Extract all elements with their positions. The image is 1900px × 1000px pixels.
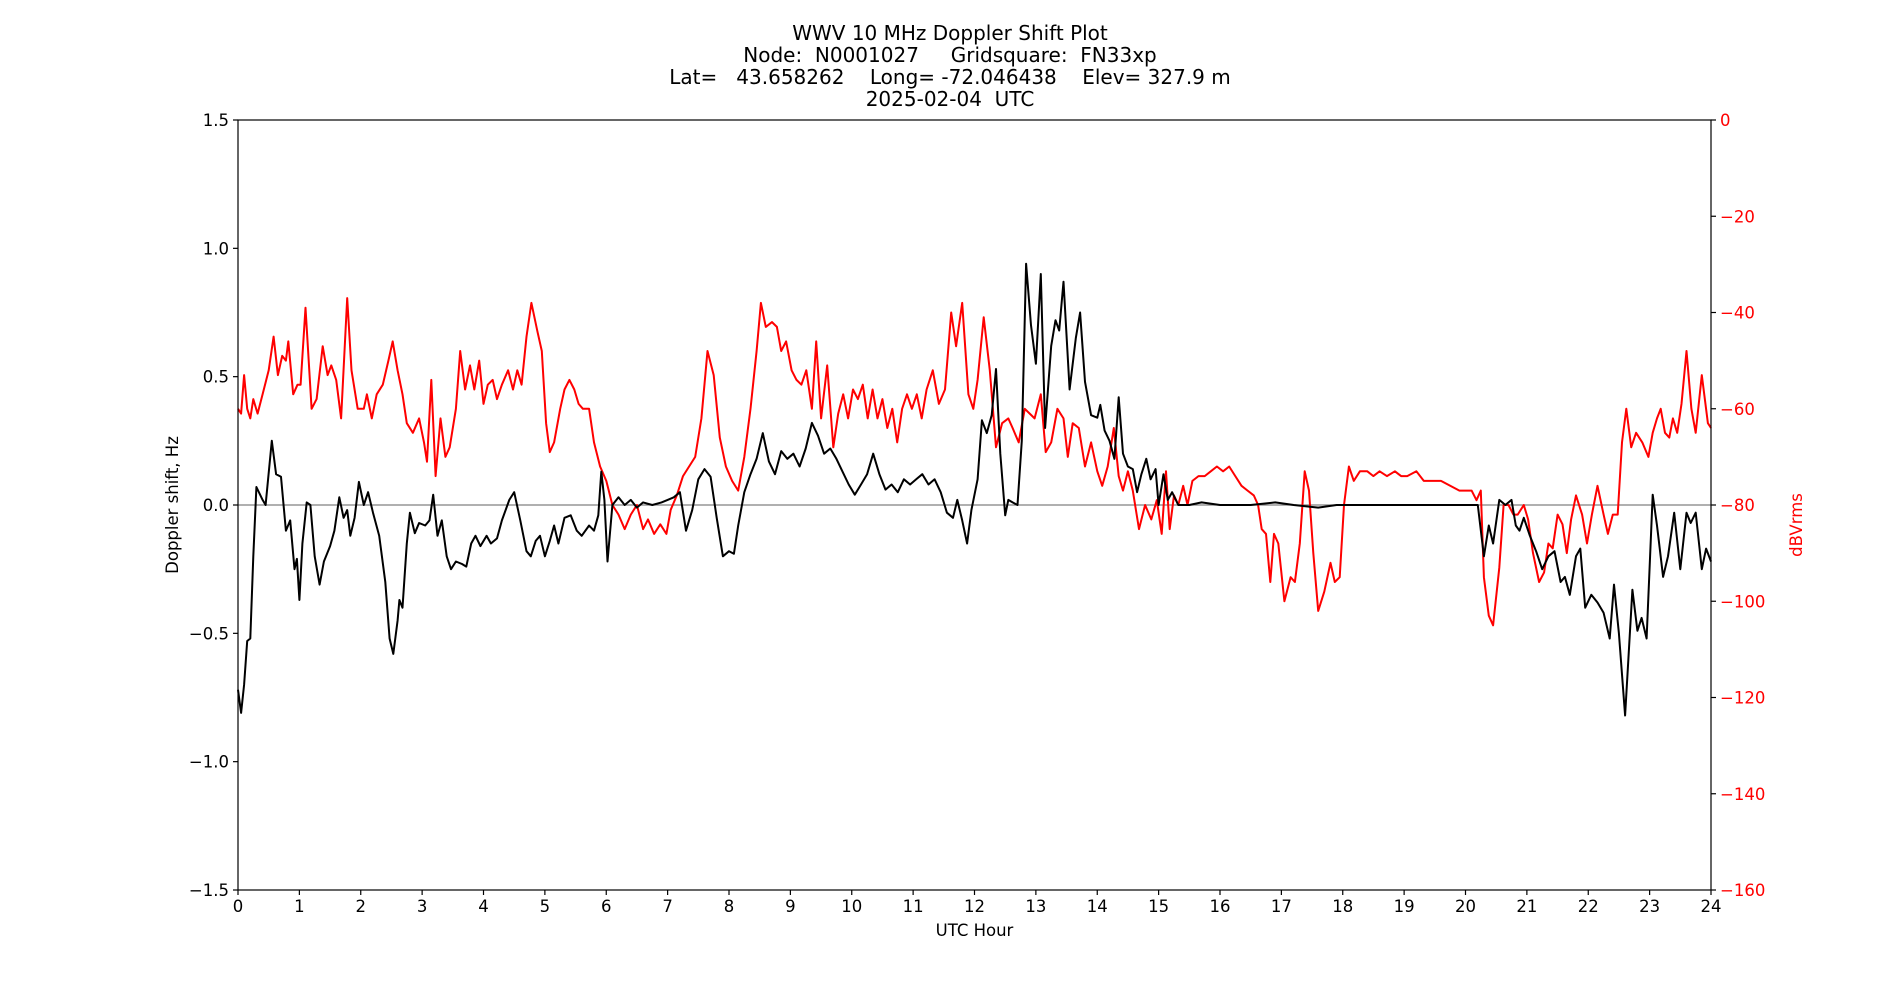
y-tick-label: −1.0 <box>189 753 229 772</box>
y2-tick-label: −140 <box>1720 785 1765 804</box>
signal-level-series <box>237 297 1712 627</box>
y-tick-label: 1.5 <box>203 111 229 130</box>
plot-frame <box>237 119 1712 891</box>
chart-title: WWV 10 MHz Doppler Shift Plot <box>792 21 1108 45</box>
x-tick-label: 22 <box>1578 897 1599 916</box>
y-tick-label: 0.0 <box>203 496 229 515</box>
x-tick-label: 10 <box>841 897 862 916</box>
x-tick-label: 20 <box>1455 897 1476 916</box>
x-tick-label: 19 <box>1394 897 1415 916</box>
y2-tick-label: −100 <box>1720 592 1765 611</box>
chart-title-block: WWV 10 MHz Doppler Shift Plot Node: N000… <box>0 22 1900 110</box>
x-tick-label: 6 <box>601 897 612 916</box>
y-axis-left-label: Doppler shift, Hz <box>163 436 182 574</box>
x-tick-label: 23 <box>1639 897 1660 916</box>
y-tick-label: −0.5 <box>189 624 229 643</box>
y2-tick-label: −80 <box>1720 496 1755 515</box>
x-tick-label: 12 <box>964 897 985 916</box>
x-tick-label: 2 <box>356 897 367 916</box>
x-tick-label: 7 <box>662 897 673 916</box>
x-tick-label: 14 <box>1087 897 1108 916</box>
y2-tick-label: −60 <box>1720 400 1755 419</box>
y-tick-label: −1.5 <box>189 881 229 900</box>
y2-tick-label: −20 <box>1720 207 1755 226</box>
x-axis-label: UTC Hour <box>936 921 1014 940</box>
x-tick-label: 16 <box>1210 897 1231 916</box>
y2-tick-label: −160 <box>1720 881 1765 900</box>
x-tick-label: 15 <box>1148 897 1169 916</box>
x-tick-label: 0 <box>233 897 244 916</box>
x-axis-ticks: 0 1 2 3 4 5 6 7 8 9 10 11 12 13 14 15 16 17 18 19 20 21 22 23 24 <box>233 890 1722 916</box>
x-tick-label: 1 <box>294 897 305 916</box>
x-tick-label: 4 <box>478 897 489 916</box>
x-tick-label: 3 <box>417 897 428 916</box>
x-tick-label: 5 <box>540 897 551 916</box>
y2-tick-label: −120 <box>1720 689 1765 708</box>
y2-tick-label: 0 <box>1720 111 1731 130</box>
doppler-shift-series <box>237 262 1712 717</box>
x-tick-label: 13 <box>1025 897 1046 916</box>
y-axis-left-ticks: 1.5 1.0 0.5 0.0 −0.5 −1.0 −1.5 <box>189 111 238 900</box>
chart-subtitle-node: Node: N0001027 Gridsquare: FN33xp <box>743 43 1157 67</box>
y-tick-label: 1.0 <box>203 239 229 258</box>
y-axis-right-label: dBVrms <box>1787 493 1806 557</box>
x-tick-label: 18 <box>1332 897 1353 916</box>
x-tick-label: 17 <box>1271 897 1292 916</box>
x-tick-label: 11 <box>903 897 924 916</box>
y-axis-right-ticks: 0 −20 −40 −60 −80 −100 −120 −140 −160 <box>1711 111 1765 900</box>
chart-subtitle-date: 2025-02-04 UTC <box>865 87 1035 111</box>
chart-subtitle-location: Lat= 43.658262 Long= -72.046438 Elev= 32… <box>669 65 1231 89</box>
y-tick-label: 0.5 <box>203 368 229 387</box>
x-tick-label: 21 <box>1516 897 1537 916</box>
y2-tick-label: −40 <box>1720 304 1755 323</box>
x-tick-label: 8 <box>724 897 735 916</box>
x-tick-label: 24 <box>1701 897 1722 916</box>
x-tick-label: 9 <box>785 897 796 916</box>
